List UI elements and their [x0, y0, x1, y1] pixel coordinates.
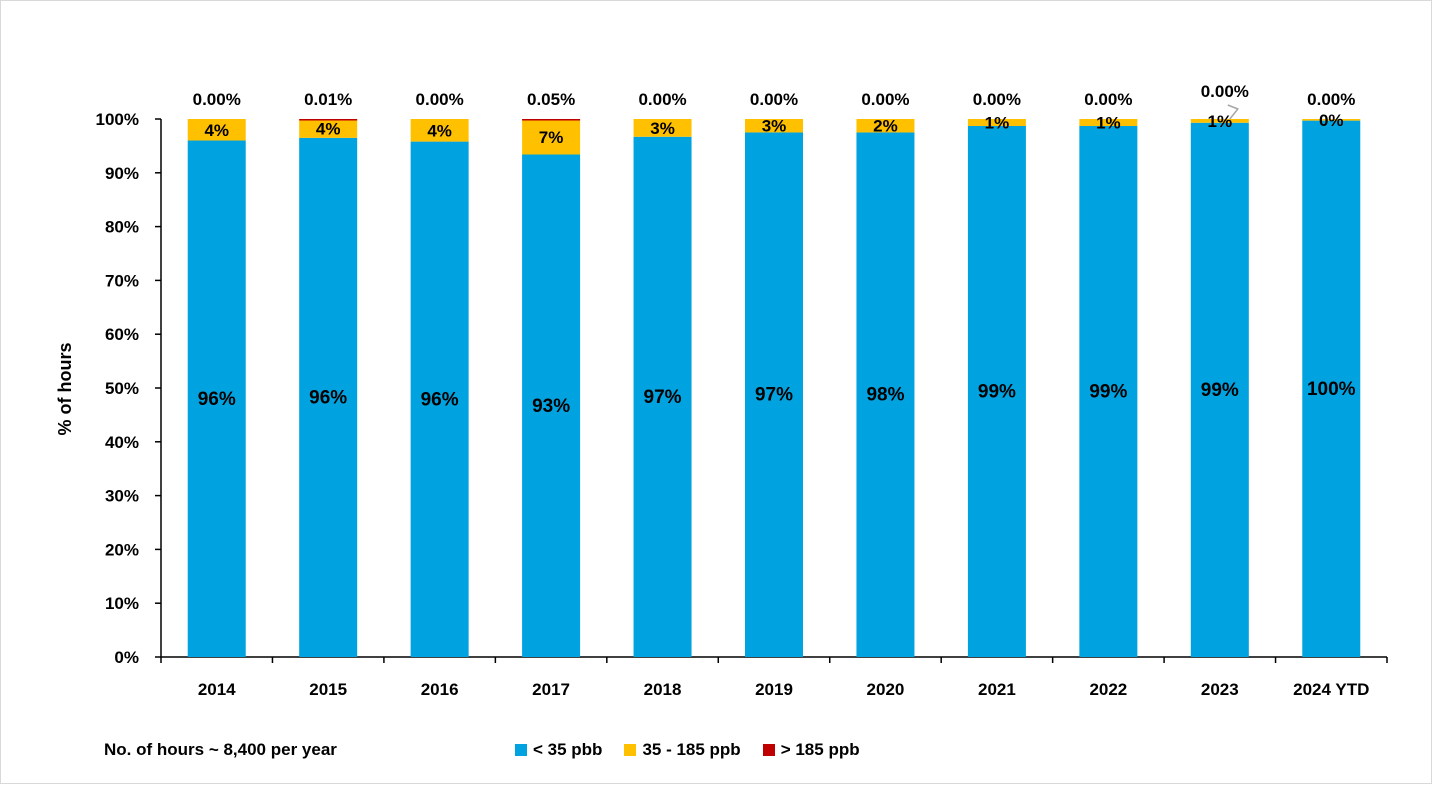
data-label-mid: 7% — [539, 128, 564, 147]
bar-segment-mid — [187, 119, 246, 141]
data-label-high: 0.00% — [416, 90, 464, 109]
y-tick-label: 0% — [114, 648, 139, 667]
bar-segment-mid — [633, 119, 692, 137]
bar-segment-high — [522, 119, 581, 121]
data-label-low: 97% — [644, 387, 682, 408]
data-label-mid: 4% — [316, 119, 341, 138]
bar-segment-mid — [410, 119, 469, 142]
y-tick-label: 90% — [105, 164, 139, 183]
hours-note: No. of hours ~ 8,400 per year — [104, 740, 337, 759]
y-tick-label: 60% — [105, 325, 139, 344]
x-tick-label: 2015 — [309, 680, 347, 699]
x-tick-label: 2019 — [755, 680, 793, 699]
legend-swatch-mid — [624, 744, 637, 756]
x-tick-label: 2021 — [978, 680, 1016, 699]
bar-segment-low — [522, 154, 581, 657]
bar-segment-low — [410, 141, 469, 657]
x-tick-label: 2024 YTD — [1293, 680, 1369, 699]
data-label-high: 0.00% — [193, 90, 241, 109]
data-label-high: 0.00% — [1201, 82, 1249, 101]
legend-swatch-high — [762, 744, 775, 756]
y-tick-label: 40% — [105, 433, 139, 452]
data-label-high: 0.00% — [638, 90, 686, 109]
legend-item-high: > 185 ppb — [762, 740, 860, 760]
bar-segment-low — [633, 136, 692, 657]
legend-label-low: < 35 pbb — [533, 740, 603, 759]
x-tick-label: 2022 — [1089, 680, 1127, 699]
data-label-mid: 4% — [427, 121, 452, 140]
data-label-low: 93% — [532, 396, 570, 417]
data-label-high: 0.00% — [1307, 90, 1355, 109]
bar-segment-high — [299, 119, 358, 121]
bar-segment-mid — [856, 119, 915, 133]
data-label-mid: 1% — [985, 113, 1010, 132]
y-axis-title: % of hours — [55, 343, 75, 436]
bar-segment-low — [1302, 120, 1361, 657]
data-label-low: 99% — [1089, 381, 1127, 402]
legend-label-mid: 35 - 185 ppb — [642, 740, 741, 759]
bar-segment-low — [1079, 125, 1138, 657]
data-label-high: 0.00% — [973, 90, 1021, 109]
bar-segment-mid — [1190, 119, 1249, 123]
bar-segment-low — [745, 132, 803, 657]
legend-swatch-low — [515, 744, 527, 756]
data-label-low: 99% — [978, 381, 1016, 402]
legend: < 35 pbb 35 - 185 ppb > 185 ppb — [515, 740, 860, 760]
data-label-low: 96% — [198, 389, 236, 410]
y-tick-label: 20% — [105, 540, 139, 559]
data-label-low: 100% — [1307, 379, 1356, 400]
data-label-high: 0.01% — [304, 90, 352, 109]
bar-segment-mid — [522, 119, 581, 155]
data-label-high: 0.00% — [861, 90, 909, 109]
data-label-mid: 2% — [873, 117, 898, 136]
bar-segment-mid — [745, 119, 803, 133]
y-tick-label: 30% — [105, 487, 139, 506]
x-tick-label: 2023 — [1201, 680, 1239, 699]
data-label-mid: 3% — [650, 119, 675, 138]
leader-line — [1227, 104, 1240, 120]
bar-segment-low — [967, 125, 1026, 657]
x-tick-label: 2020 — [867, 680, 905, 699]
data-label-high: 0.05% — [527, 90, 575, 109]
data-label-low: 98% — [866, 385, 904, 406]
bar-segment-mid — [1302, 119, 1361, 121]
data-label-mid: 0% — [1319, 111, 1344, 130]
legend-label-high: > 185 ppb — [780, 740, 860, 759]
data-label-low: 96% — [309, 387, 347, 408]
data-label-mid: 4% — [204, 121, 229, 140]
x-tick-label: 2017 — [532, 680, 570, 699]
bar-segment-mid — [967, 119, 1026, 126]
data-label-high: 0.00% — [1084, 90, 1132, 109]
data-label-low: 96% — [421, 389, 459, 410]
bar-segment-low — [1190, 122, 1249, 658]
legend-item-mid: 35 - 185 ppb — [624, 740, 741, 760]
bar-segment-mid — [1079, 119, 1138, 126]
x-tick-label: 2014 — [198, 680, 236, 699]
data-label-mid: 3% — [762, 117, 787, 136]
bar-segment-low — [299, 137, 358, 657]
bar-segment-mid — [299, 119, 358, 138]
y-tick-label: 70% — [105, 271, 139, 290]
y-tick-label: 80% — [105, 218, 139, 237]
bar-segment-low — [187, 140, 246, 657]
legend-item-low: < 35 pbb — [515, 740, 602, 760]
data-label-high: 0.00% — [750, 90, 798, 109]
data-label-mid: 1% — [1096, 113, 1121, 132]
y-tick-label: 10% — [105, 594, 139, 613]
data-label-low: 99% — [1201, 380, 1239, 401]
y-tick-label: 50% — [105, 379, 139, 398]
y-tick-label: 100% — [96, 110, 139, 129]
x-tick-label: 2018 — [644, 680, 682, 699]
x-tick-label: 2016 — [421, 680, 459, 699]
data-label-mid: 1% — [1208, 112, 1233, 131]
bar-segment-low — [856, 132, 915, 657]
data-label-low: 97% — [755, 385, 793, 406]
